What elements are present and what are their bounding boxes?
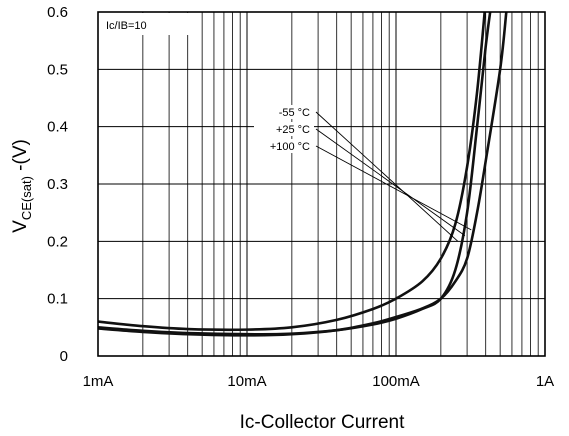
x-axis-label: Ic-Collector Current [240, 412, 405, 433]
y-tick-label: 0.2 [47, 233, 68, 250]
series-label-bg [254, 122, 314, 136]
condition-label: Ic/IB=10 [106, 20, 147, 32]
leader-line [315, 128, 466, 236]
series-line [98, 12, 508, 337]
y-axis-label-main: V [10, 220, 31, 233]
y-tick-label: 0.1 [47, 291, 68, 308]
y-tick-label: 0.3 [47, 176, 68, 193]
series-label: +100 °C [270, 141, 310, 153]
leader-line [315, 111, 459, 242]
series-label-bg [254, 139, 314, 153]
x-axis-label-rest: -Collector Current [254, 412, 405, 433]
y-axis-label: VCE(sat) -(V) [10, 139, 34, 233]
y-tick-label: 0 [60, 348, 68, 365]
y-tick-label: 0.4 [47, 119, 68, 136]
series-label-bg [254, 105, 314, 119]
grid [98, 12, 545, 356]
x-tick-label: 1A [536, 373, 554, 390]
leader-line [315, 145, 472, 231]
y-tick-label: 0.5 [47, 61, 68, 78]
x-tick-label: 100mA [372, 373, 420, 390]
curves [98, 12, 508, 337]
x-tick-label: 1mA [83, 373, 114, 390]
series-line [98, 12, 492, 336]
series-label: -55 °C [279, 107, 310, 119]
x-axis-label-prefix: Ic [240, 412, 255, 433]
y-tick-labels: 0 0.1 0.2 0.3 0.4 0.5 0.6 [47, 4, 68, 365]
y-axis-label-sub: CE(sat) [19, 176, 34, 220]
y-tick-label: 0.6 [47, 4, 68, 21]
x-tick-label: 10mA [227, 373, 266, 390]
plot-frame [97, 11, 546, 357]
y-axis-label-rest: -(V) [10, 139, 31, 176]
series-line [98, 12, 486, 332]
condition-label-bg [99, 13, 191, 35]
x-tick-labels: 1mA 10mA 100mA 1A [83, 373, 555, 390]
series-label: +25 °C [276, 124, 310, 136]
annotations: -55 °C +25 °C +100 °C [254, 105, 472, 242]
